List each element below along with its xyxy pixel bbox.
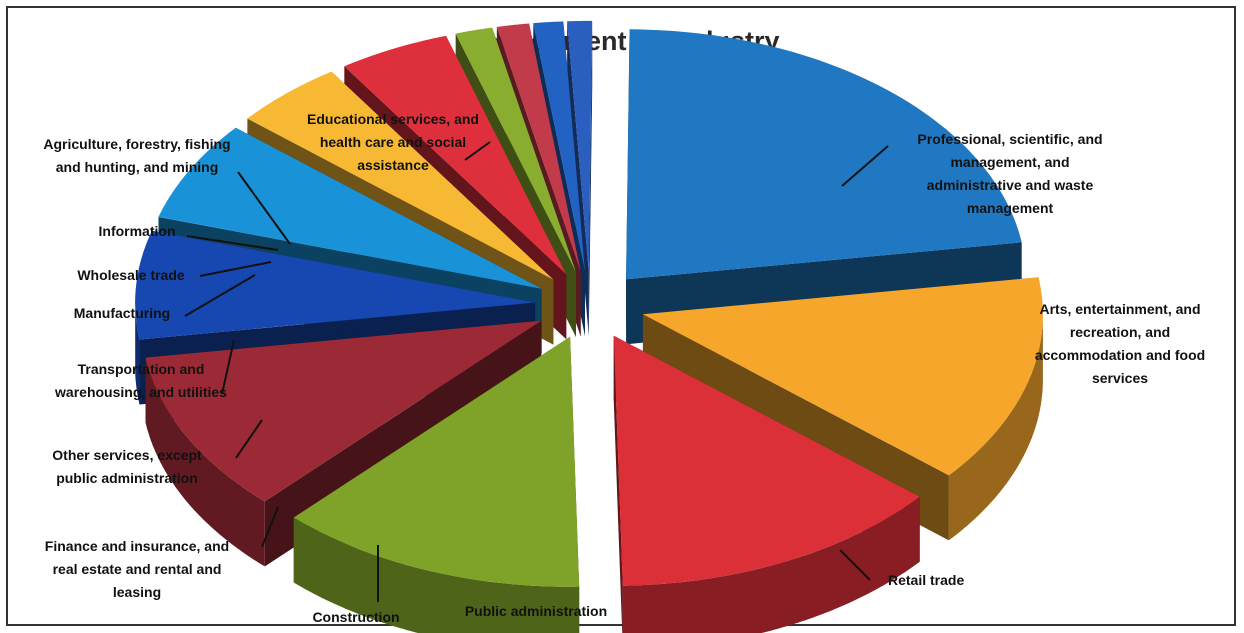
pie-slice-wall-4 bbox=[145, 357, 265, 567]
pie-slice-top-8 bbox=[344, 35, 567, 275]
pie-slice-wall-1 bbox=[948, 311, 1043, 541]
leader-line-10 bbox=[199, 261, 272, 277]
leader-line-9 bbox=[184, 274, 256, 317]
pie-slice-top-2 bbox=[613, 335, 920, 586]
pie-slice-top-12 bbox=[567, 20, 593, 271]
leader-line-1 bbox=[841, 145, 889, 187]
leader-line-8 bbox=[221, 339, 235, 395]
pie-slice-top-1 bbox=[642, 277, 1043, 476]
slice-label-line: health care and social bbox=[320, 134, 466, 150]
slice-label-line: Construction bbox=[312, 609, 399, 625]
slice-label-line: Wholesale trade bbox=[77, 267, 185, 283]
slice-label-line: Professional, scientific, and bbox=[917, 131, 1102, 147]
slice-label-line: Other services, except bbox=[52, 447, 202, 463]
pie-slice-wall-3 bbox=[293, 517, 580, 633]
slice-label-line: management bbox=[967, 200, 1054, 216]
pie-slice-wall-5 bbox=[135, 298, 140, 405]
slice-label-line: Information bbox=[99, 223, 176, 239]
slice-label-3: Retail trade bbox=[888, 572, 964, 588]
slice-label-5: Construction bbox=[312, 609, 399, 625]
leader-line-7 bbox=[235, 419, 263, 459]
pie-slice-2 bbox=[613, 335, 920, 633]
pie-slice-side-12 bbox=[588, 20, 593, 336]
slice-label-line: management, and bbox=[950, 154, 1069, 170]
slice-label-12: Agriculture, forestry, fishing and huntin… bbox=[43, 136, 230, 175]
pie-slice-top-10 bbox=[496, 23, 581, 272]
slice-label-line: assistance bbox=[357, 157, 429, 173]
leader-line-11 bbox=[186, 235, 279, 251]
slice-label-7: Other services, except public administrat… bbox=[52, 447, 202, 486]
pie-slice-wall-2 bbox=[622, 496, 920, 633]
slice-label-line: Transportation and bbox=[78, 361, 205, 377]
slice-label-line: real estate and rental and bbox=[53, 561, 222, 577]
slice-label-line: Manufacturing bbox=[74, 305, 170, 321]
slice-label-line: Public administration bbox=[465, 603, 607, 619]
slice-label-line: administrative and waste bbox=[927, 177, 1094, 193]
slice-label-line: services bbox=[1092, 370, 1148, 386]
pie-slice-top-6 bbox=[158, 127, 542, 289]
pie-slice-top-7 bbox=[247, 71, 554, 280]
slice-label-line: Educational services, and bbox=[307, 111, 479, 127]
slice-label-line: Agriculture, forestry, fishing bbox=[43, 136, 230, 152]
slice-label-line: Arts, entertainment, and bbox=[1039, 301, 1200, 317]
slice-label-line: accommodation and food bbox=[1035, 347, 1205, 363]
leader-line-12 bbox=[237, 171, 291, 245]
slice-label-4: Public administration bbox=[465, 603, 607, 619]
pie-slice-3 bbox=[293, 336, 580, 633]
leader-line-6 bbox=[261, 506, 279, 548]
slice-label-8: Transportation and warehousing, and utili… bbox=[54, 361, 227, 400]
slice-label-6: Finance and insurance, and real estate an… bbox=[45, 538, 229, 600]
leader-line-3 bbox=[839, 549, 871, 581]
pie-slice-top-4 bbox=[145, 320, 542, 502]
slice-label-line: Retail trade bbox=[888, 572, 964, 588]
slice-label-9: Manufacturing bbox=[74, 305, 170, 321]
slice-label-1: Professional, scientific, and management,… bbox=[917, 131, 1102, 216]
pie-slice-top-5 bbox=[135, 230, 536, 340]
slice-label-2: Arts, entertainment, and recreation, and a… bbox=[1035, 301, 1205, 386]
leader-line-0 bbox=[464, 141, 491, 161]
pie-slice-top-3 bbox=[293, 336, 580, 587]
pie-slice-top-9 bbox=[455, 27, 576, 273]
pie-slice-top-11 bbox=[533, 21, 585, 272]
pie-slices bbox=[135, 20, 1043, 633]
slice-label-11: Information bbox=[99, 223, 176, 239]
slice-label-line: public administration bbox=[56, 470, 198, 486]
pie-labels: Educational services, and health care and… bbox=[43, 111, 1205, 625]
pie-slice-top-0 bbox=[626, 29, 1022, 280]
slice-label-line: recreation, and bbox=[1070, 324, 1170, 340]
slice-label-line: leasing bbox=[113, 584, 161, 600]
pie-slice-side-2 bbox=[613, 335, 623, 633]
slice-label-line: and hunting, and mining bbox=[56, 159, 219, 175]
slice-label-0: Educational services, and health care and… bbox=[307, 111, 479, 173]
slice-label-line: warehousing, and utilities bbox=[54, 384, 227, 400]
slice-label-10: Wholesale trade bbox=[77, 267, 185, 283]
slice-label-line: Finance and insurance, and bbox=[45, 538, 229, 554]
